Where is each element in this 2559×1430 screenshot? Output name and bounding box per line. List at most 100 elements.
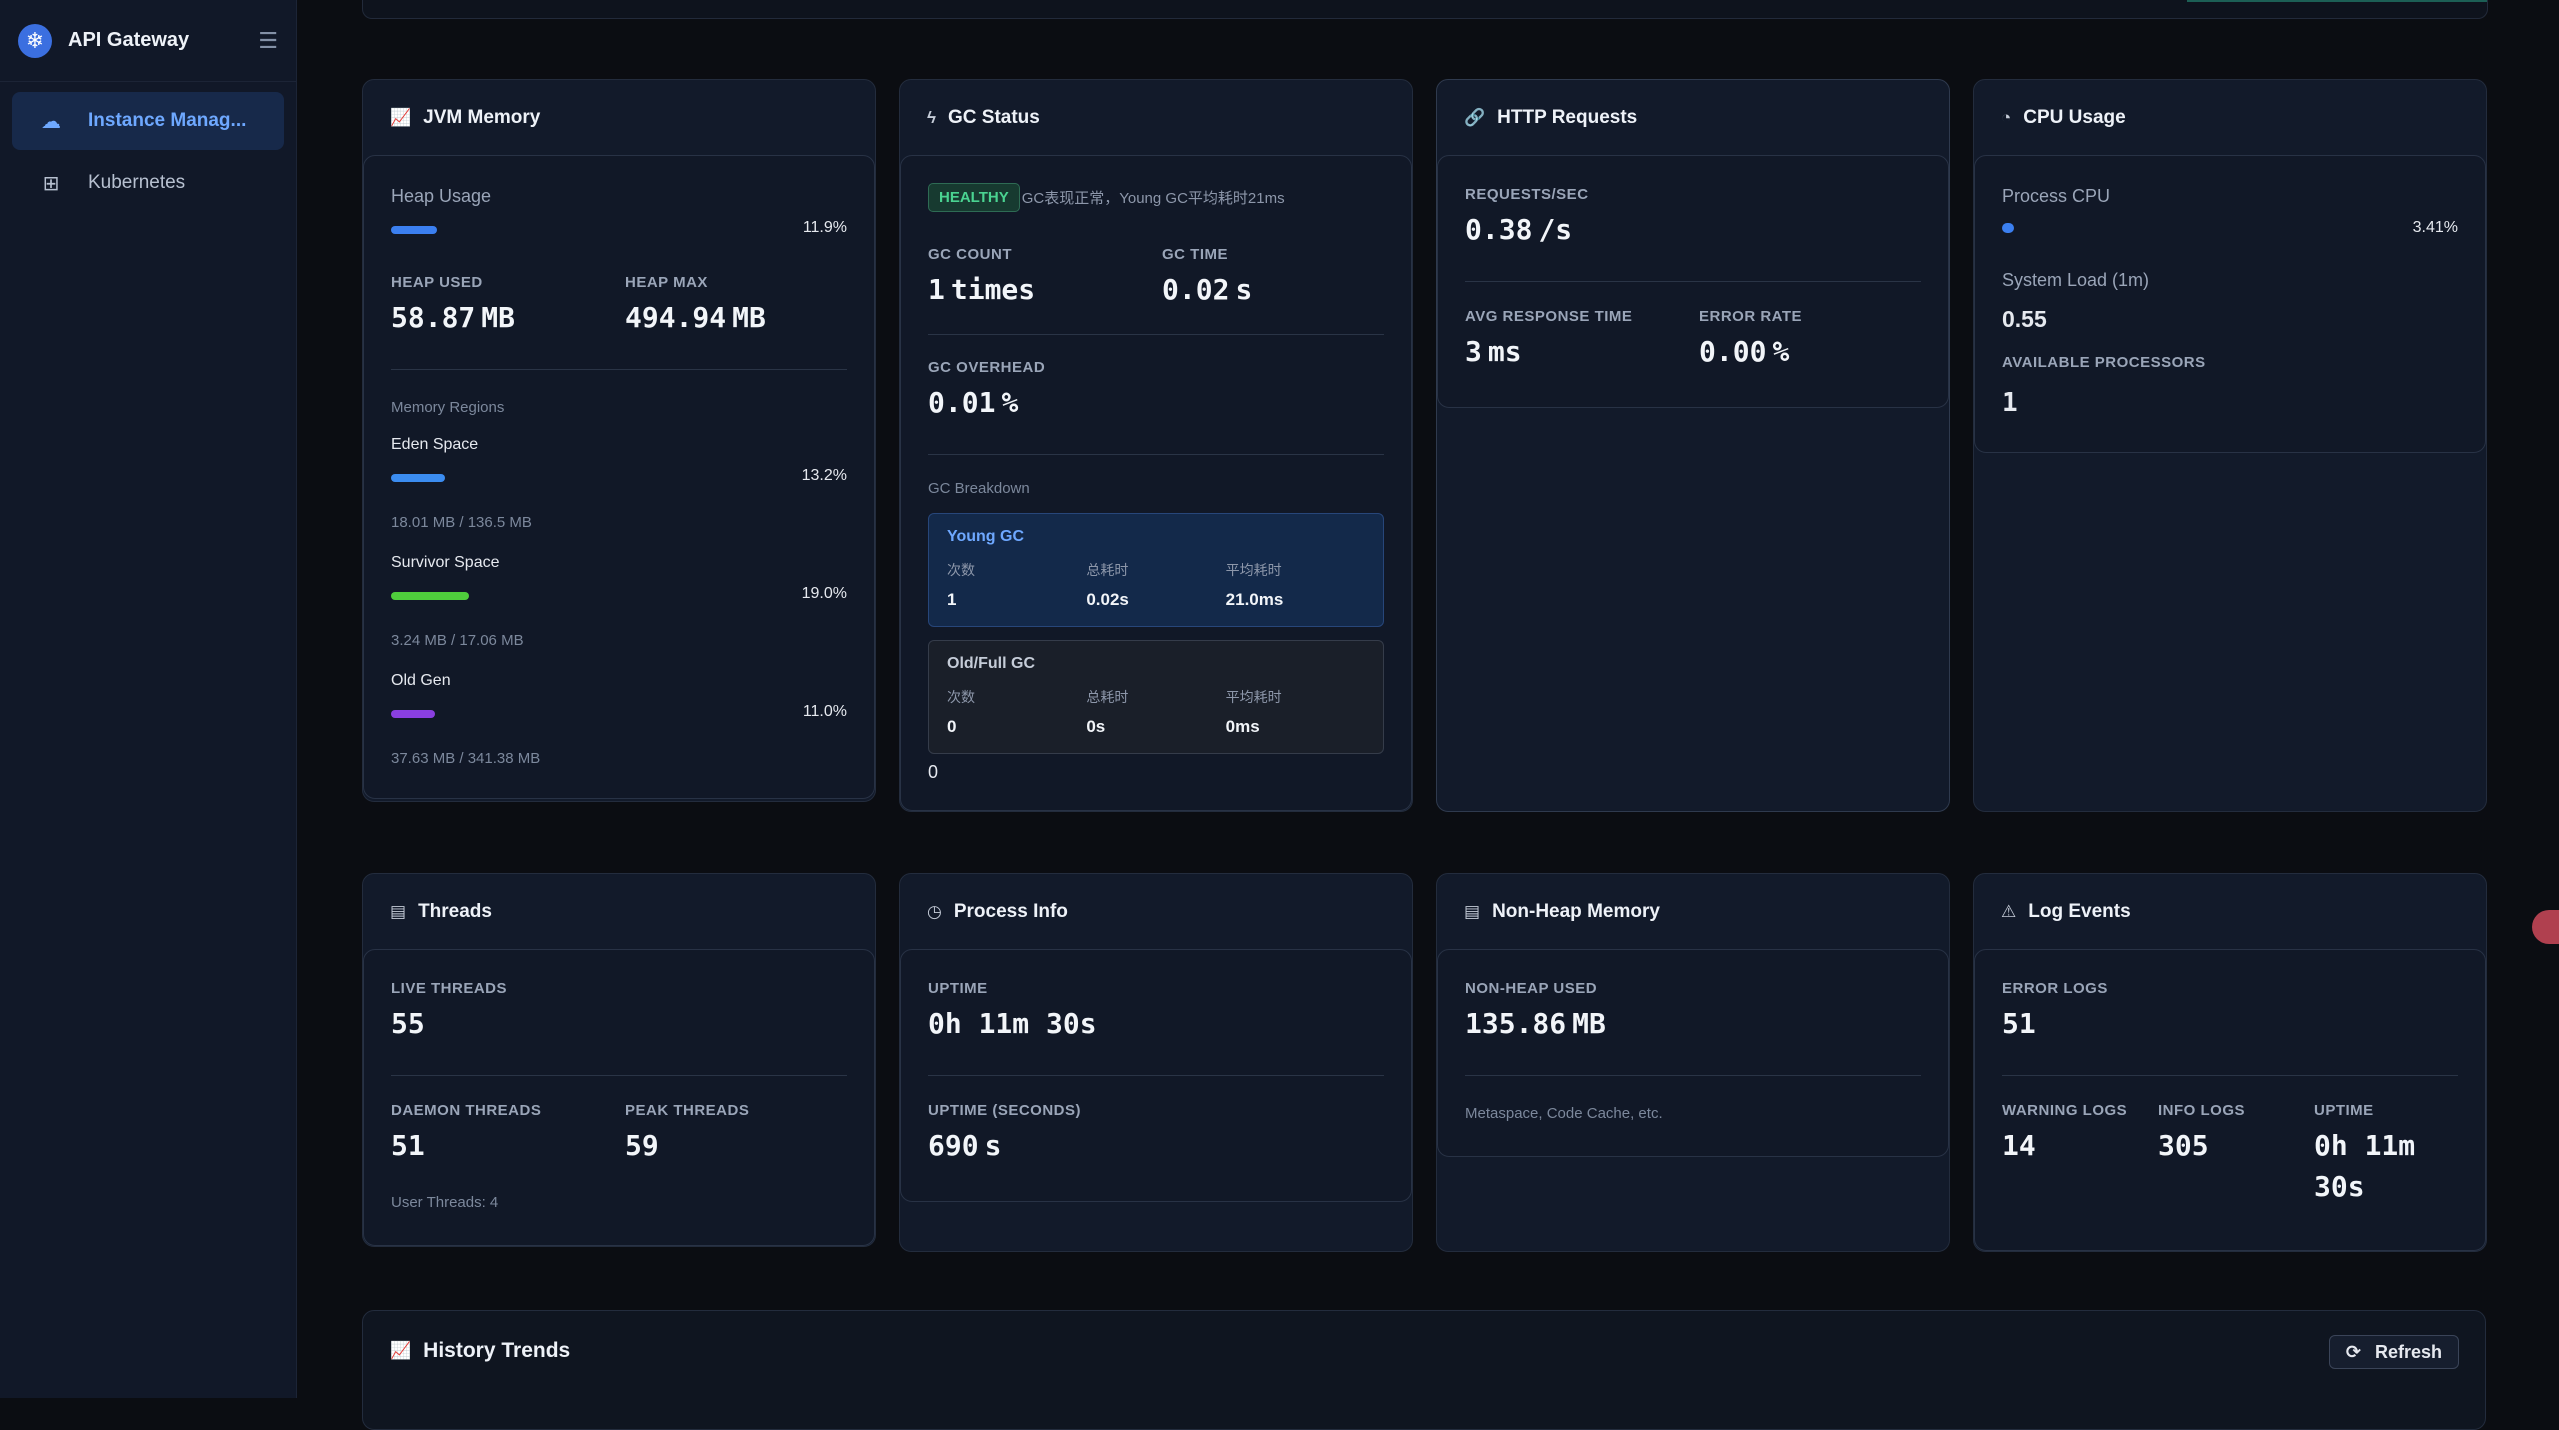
app-logo-icon: ❄	[18, 23, 52, 58]
process-cpu-percent: 3.41%	[2412, 219, 2458, 236]
heap-max-value: 494.94	[625, 301, 727, 334]
sidebar-item-kubernetes[interactable]: ⊞ Kubernetes	[12, 154, 284, 212]
memory-regions-label: Memory Regions	[391, 399, 505, 416]
avg-time-header: 平均耗时	[1225, 562, 1282, 578]
heap-usage-bar	[391, 226, 437, 234]
uptime-seconds-unit: s	[984, 1129, 1002, 1162]
old-gc-title: Old/Full GC	[947, 655, 1035, 672]
avg-time-header: 平均耗时	[1225, 689, 1282, 705]
non-heap-used-value: 135.86	[1465, 1007, 1567, 1040]
card-title: CPU Usage	[2023, 106, 2126, 128]
peak-threads-value: 59	[625, 1129, 659, 1162]
card-title: JVM Memory	[423, 106, 541, 128]
system-load-value: 0.55	[2002, 306, 2047, 332]
gc-overhead-value: 0.01	[928, 386, 996, 419]
sidebar-item-label: Instance Manag...	[88, 110, 247, 131]
error-logs-label: ERROR LOGS	[2002, 980, 2108, 997]
survivor-space-bar	[391, 592, 469, 600]
http-requests-card: 🔗 HTTP Requests REQUESTS/SEC 0.38/s AVG R…	[1436, 79, 1950, 812]
gc-count-value: 1	[928, 273, 945, 306]
chart-icon: 📈	[390, 107, 412, 127]
process-info-card: ◷ Process Info UPTIME 0h 11m 30s UPTIME (…	[899, 873, 1413, 1252]
error-logs-value: 51	[2002, 1007, 2036, 1040]
non-heap-used-label: NON-HEAP USED	[1465, 980, 1598, 997]
heap-usage-label: Heap Usage	[391, 186, 492, 206]
non-heap-memory-card: ▤ Non-Heap Memory NON-HEAP USED 135.86 MB …	[1436, 873, 1950, 1252]
uptime-label: UPTIME	[928, 980, 988, 997]
count-header: 次数	[947, 562, 975, 578]
card-title: HTTP Requests	[1497, 106, 1638, 128]
uptime-label: UPTIME	[2314, 1102, 2374, 1119]
card-title: Log Events	[2028, 900, 2131, 922]
live-threads-label: LIVE THREADS	[391, 980, 508, 997]
link-icon: 🔗	[1464, 107, 1486, 127]
available-processors-label: AVAILABLE PROCESSORS	[2002, 354, 2206, 371]
collapse-sidebar-icon[interactable]: ☰	[258, 27, 278, 53]
error-rate-unit: %	[1772, 335, 1790, 368]
non-heap-used-unit: MB	[1572, 1007, 1606, 1040]
history-trends-title: History Trends	[423, 1339, 571, 1362]
app-title: API Gateway	[68, 29, 190, 51]
gc-status-text: GC表现正常，Young GC平均耗时21ms	[1021, 190, 1285, 207]
memory-icon: ▤	[1464, 901, 1481, 921]
young-gc-count: 1	[947, 590, 957, 609]
top-panel-edge	[362, 0, 2488, 19]
uptime-value: 0h 11m 30s	[928, 1007, 1097, 1040]
eden-space-bar	[391, 474, 445, 482]
card-title: Process Info	[953, 900, 1068, 922]
info-logs-label: INFO LOGS	[2158, 1102, 2245, 1119]
non-heap-note: Metaspace, Code Cache, etc.	[1465, 1105, 1663, 1122]
card-title: GC Status	[948, 106, 1040, 128]
history-trends-card: 📈 History Trends ⟳ Refresh	[362, 1310, 2486, 1430]
uptime-value-line2: 30s	[2314, 1170, 2365, 1203]
gc-breakdown-label: GC Breakdown	[928, 480, 1030, 497]
available-processors-value: 1	[2002, 388, 2018, 418]
live-threads-value: 55	[391, 1007, 425, 1040]
gauge-icon: ◔	[2001, 107, 2012, 127]
heap-max-unit: MB	[732, 301, 766, 334]
old-gen-bar	[391, 710, 435, 718]
floating-assistant-handle[interactable]	[2532, 910, 2559, 944]
peak-threads-label: PEAK THREADS	[625, 1102, 750, 1119]
requests-per-sec-unit: /s	[1538, 213, 1573, 246]
gc-health-badge: HEALTHY	[928, 183, 1020, 212]
cluster-icon: ⊞	[42, 172, 60, 195]
refresh-button[interactable]: ⟳ Refresh	[2328, 1335, 2459, 1369]
region-name: Eden Space	[391, 436, 479, 453]
sidebar-item-instance-management[interactable]: ☁ Instance Manag...	[12, 92, 284, 150]
brand: ❄ API Gateway ☰	[0, 0, 296, 82]
gc-count-unit: times	[950, 273, 1036, 306]
old-gc-total: 0s	[1086, 717, 1106, 736]
jvm-memory-card: 📈 JVM Memory Heap Usage 11.9% HEAP USED 5…	[362, 79, 876, 802]
lightning-icon: ϟ	[927, 107, 936, 127]
young-gc-avg: 21.0ms	[1225, 590, 1284, 609]
list-icon: ▤	[390, 901, 407, 921]
old-gc-panel: Old/Full GC 次数 0 总耗时 0s 平均耗时 0ms	[928, 640, 1384, 754]
heap-max-label: HEAP MAX	[625, 274, 708, 291]
threads-card: ▤ Threads LIVE THREADS 55 DAEMON THREADS …	[362, 873, 876, 1247]
sidebar-item-label: Kubernetes	[88, 172, 186, 193]
avg-response-time-value: 3	[1465, 335, 1482, 368]
error-rate-label: ERROR RATE	[1699, 308, 1803, 325]
young-gc-title: Young GC	[947, 528, 1025, 545]
uptime-seconds-value: 690	[928, 1129, 979, 1162]
region-detail: 18.01 MB / 136.5 MB	[391, 514, 532, 531]
cloud-icon: ☁	[41, 110, 61, 133]
gc-status-card: ϟ GC Status HEALTHY GC表现正常，Young GC平均耗时21…	[899, 79, 1413, 812]
old-gc-avg: 0ms	[1225, 717, 1260, 736]
sidebar: ❄ API Gateway ☰ ☁ Instance Manag... ⊞ Ku…	[0, 0, 297, 1398]
system-load-label: System Load (1m)	[2002, 270, 2150, 290]
gc-footer-value: 0	[928, 762, 939, 782]
region-percent: 11.0%	[802, 703, 847, 720]
trend-chart-icon: 📈	[390, 1341, 412, 1360]
heap-used-value: 58.87	[391, 301, 476, 334]
region-name: Survivor Space	[391, 554, 500, 571]
log-events-card: ⚠ Log Events ERROR LOGS 51 WARNING LOGS 1…	[1973, 873, 2487, 1252]
requests-per-sec-label: REQUESTS/SEC	[1465, 186, 1589, 203]
requests-per-sec-value: 0.38	[1465, 213, 1533, 246]
daemon-threads-value: 51	[391, 1129, 425, 1162]
gc-count-label: GC COUNT	[928, 246, 1012, 263]
process-cpu-bar	[2002, 223, 2014, 233]
old-gc-count: 0	[947, 717, 957, 736]
avg-response-time-unit: ms	[1487, 335, 1522, 368]
